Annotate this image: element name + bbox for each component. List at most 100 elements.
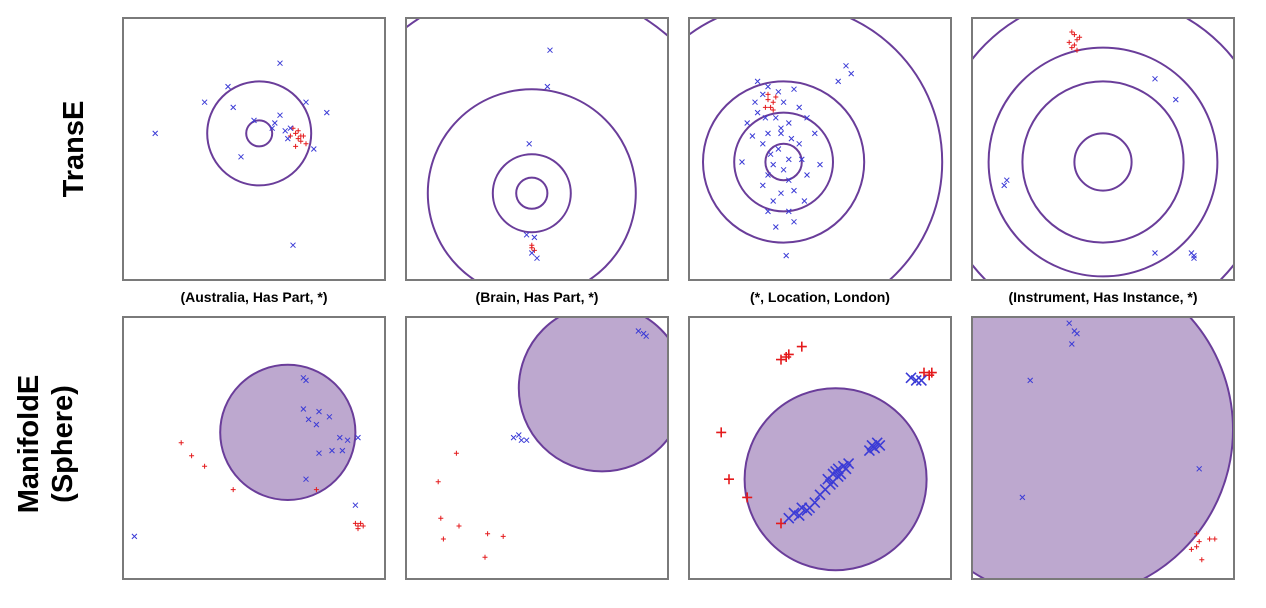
negative-point [739, 159, 745, 165]
negative-point [905, 372, 917, 384]
negative-point [759, 182, 766, 189]
negative-point [225, 83, 231, 90]
negative-point [251, 117, 257, 124]
positive-point [776, 354, 786, 365]
positive-point [202, 463, 208, 469]
negative-point [804, 172, 810, 178]
distance-ring [690, 19, 950, 279]
distance-ring [733, 111, 834, 213]
positive-point [1071, 32, 1077, 38]
negative-point [323, 109, 330, 116]
positive-point [1199, 557, 1205, 563]
manifold-sphere [973, 318, 1233, 578]
negative-point [778, 130, 784, 137]
positive-point [440, 536, 446, 542]
positive-point [355, 526, 361, 532]
negative-point [762, 114, 769, 121]
negative-point [534, 255, 540, 262]
positive-point [926, 367, 937, 378]
negative-point [770, 198, 777, 204]
positive-point [178, 440, 184, 446]
negative-point [344, 437, 351, 444]
negative-point [788, 135, 795, 142]
negative-point [303, 377, 309, 384]
positive-point [1194, 531, 1200, 537]
negative-point [780, 166, 787, 173]
negative-point [269, 125, 276, 132]
positive-point [768, 104, 774, 110]
negative-point [749, 133, 756, 139]
negative-point [336, 434, 343, 441]
negative-point [848, 70, 855, 77]
negative-point [305, 416, 312, 423]
distance-ring [245, 119, 274, 148]
negative-point [843, 458, 855, 470]
negative-point [316, 408, 322, 415]
negative-point [643, 333, 650, 340]
positive-point [303, 141, 309, 147]
positive-point [1196, 539, 1202, 545]
positive-point [783, 349, 794, 360]
positive-point [531, 247, 537, 253]
negative-point [230, 104, 237, 111]
negative-point [874, 439, 886, 451]
scatter-plot [716, 341, 937, 572]
distance-ring [206, 80, 313, 187]
scatter-panel [405, 316, 669, 580]
positive-point [529, 242, 535, 248]
negative-point [523, 231, 530, 238]
negative-point [152, 130, 159, 137]
positive-point [1069, 29, 1075, 35]
positive-point [287, 133, 293, 139]
negative-point [765, 83, 771, 90]
negative-point [783, 252, 790, 259]
positive-point [1207, 536, 1213, 542]
positive-point [295, 128, 301, 134]
negative-point [791, 86, 797, 93]
negative-point [785, 208, 792, 215]
distance-ring [515, 176, 549, 210]
positive-point [435, 479, 441, 485]
negative-point [785, 156, 792, 163]
distance-ring [973, 19, 1233, 279]
negative-point [547, 47, 553, 54]
negative-point [791, 187, 797, 194]
negative-point [1152, 75, 1158, 82]
scatter-plot [435, 318, 667, 560]
negative-point [1001, 182, 1008, 189]
negative-point [313, 421, 320, 428]
scatter-panel [122, 316, 386, 580]
negative-point [1066, 320, 1073, 327]
negative-point [303, 476, 309, 483]
negative-point [544, 83, 551, 90]
negative-point [778, 125, 784, 132]
negative-point [804, 114, 810, 121]
negative-point [523, 437, 530, 444]
scatter-panel [688, 17, 952, 281]
negative-point [329, 447, 335, 454]
positive-point [295, 136, 301, 142]
row-label-line1: ManifoldE [13, 374, 45, 514]
negative-point [863, 445, 875, 457]
positive-point [1069, 45, 1075, 51]
manifold-sphere [219, 363, 357, 501]
row-label-line2: (Sphere) [47, 385, 79, 503]
scatter-panel [971, 17, 1235, 281]
positive-point [456, 523, 462, 529]
distance-ring [426, 88, 637, 279]
scatter-plot [407, 19, 667, 279]
negative-point [1191, 252, 1197, 259]
positive-point [762, 104, 768, 110]
positive-point [770, 99, 776, 105]
negative-point [767, 151, 774, 158]
negative-point [201, 99, 208, 106]
row-label-transe: TransE [58, 100, 90, 198]
row-label-manifolde: ManifoldE (Sphere) [12, 344, 80, 544]
positive-point [770, 107, 776, 113]
negative-point [752, 99, 758, 106]
negative-point [778, 190, 784, 197]
positive-point [1194, 544, 1200, 550]
negative-point [754, 109, 761, 116]
negative-point [1196, 465, 1203, 472]
negative-point [801, 504, 813, 516]
